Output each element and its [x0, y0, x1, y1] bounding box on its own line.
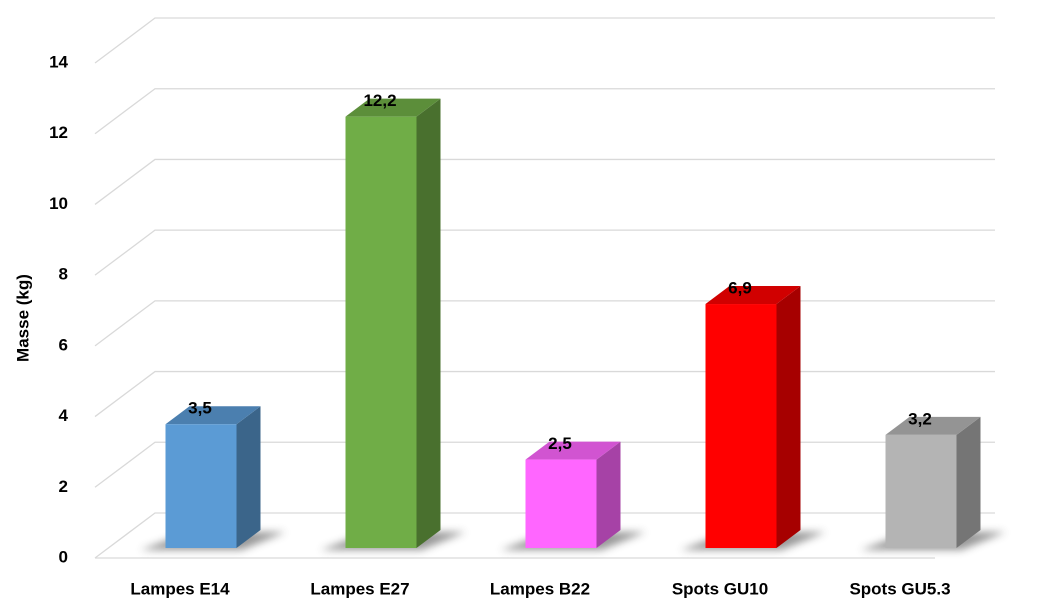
bar-side: [776, 286, 801, 548]
bar-side: [596, 441, 621, 548]
grid-line: [94, 17, 995, 64]
bar: [705, 304, 777, 548]
y-tick-label: 4: [59, 406, 69, 425]
bar: [345, 116, 417, 549]
x-tick-label: Lampes E27: [310, 579, 409, 598]
value-label: 3,2: [908, 409, 932, 428]
y-tick-label: 10: [49, 194, 68, 213]
y-tick-label: 14: [49, 52, 68, 71]
bar-top: [525, 441, 621, 460]
y-axis-label: Masse (kg): [13, 274, 32, 362]
value-label: 12,2: [363, 91, 396, 110]
y-tick-label: 6: [59, 335, 68, 354]
bar: [165, 424, 237, 548]
bar-top: [885, 416, 981, 435]
value-label: 6,9: [728, 279, 752, 298]
bar-top: [165, 406, 261, 425]
bar-top: [345, 98, 441, 117]
bar: [885, 434, 957, 548]
value-label: 2,5: [548, 434, 572, 453]
x-tick-label: Spots GU5.3: [849, 579, 950, 598]
grid-line: [94, 158, 995, 205]
x-tick-label: Lampes B22: [490, 579, 590, 598]
grid-line: [94, 300, 995, 347]
x-tick-label: Spots GU10: [672, 579, 768, 598]
x-tick-label: Lampes E14: [130, 579, 230, 598]
grid-line: [94, 229, 995, 276]
bar-side: [416, 98, 441, 549]
y-tick-label: 8: [59, 265, 68, 284]
bar-side: [236, 406, 261, 548]
value-label: 3,5: [188, 399, 212, 418]
bar-top: [705, 286, 801, 305]
bar: [525, 459, 597, 548]
y-tick-label: 2: [59, 477, 68, 496]
grid-line: [94, 88, 995, 135]
y-tick-label: 12: [49, 123, 68, 142]
bar-side: [956, 416, 981, 548]
y-tick-label: 0: [59, 547, 68, 566]
